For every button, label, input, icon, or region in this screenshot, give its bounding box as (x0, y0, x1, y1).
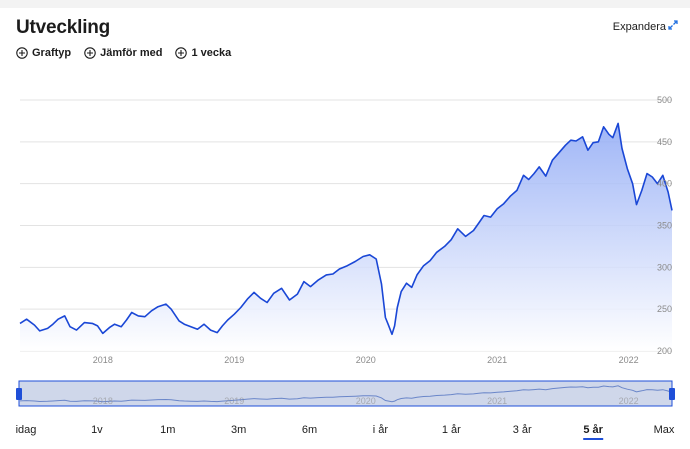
x-tick-label: 2020 (356, 355, 376, 365)
chart-type-button[interactable]: Graftyp (16, 47, 71, 59)
compare-label: Jämför med (100, 47, 163, 59)
period-option[interactable]: 5 år (583, 424, 603, 440)
expand-button[interactable]: Expandera (613, 20, 678, 33)
y-tick-label: 200 (657, 346, 672, 356)
period-option[interactable]: 3m (231, 424, 247, 436)
period-option[interactable]: 3 år (512, 424, 532, 436)
period-option[interactable]: Max (653, 424, 675, 436)
navigator-line (19, 385, 673, 403)
period-option[interactable]: 6m (301, 424, 318, 436)
period-selector: idag 1v 1m 3m 6m i år 1 år 3 år 5 år Max (0, 424, 690, 444)
interval-button[interactable]: 1 vecka (175, 47, 231, 59)
page-title: Utveckling (16, 17, 111, 38)
y-tick-label: 250 (657, 304, 672, 314)
area-fill (20, 123, 672, 352)
y-tick-label: 500 (657, 95, 672, 105)
period-option[interactable]: 1v (91, 424, 103, 436)
period-option[interactable]: i år (372, 424, 389, 436)
navigator-tick-label: 2021 (487, 396, 507, 406)
compare-button[interactable]: Jämför med (84, 47, 162, 59)
chart-type-label: Graftyp (32, 47, 72, 59)
plus-circle-icon (84, 47, 96, 59)
series-line (19, 122, 673, 336)
top-strip (0, 0, 690, 8)
period-option[interactable]: 1m (160, 424, 176, 436)
expand-label: Expandera (612, 20, 666, 33)
navigator-handle-left[interactable] (16, 388, 22, 400)
navigator-tick-label: 2022 (619, 396, 639, 406)
navigator-tick-label: 2020 (356, 396, 376, 406)
x-tick-label: 2021 (487, 355, 507, 365)
x-tick-label: 2022 (619, 355, 639, 365)
period-option[interactable]: idag (15, 424, 37, 436)
y-axis: 200 250 300 350 400 450 500 (657, 95, 672, 356)
x-tick-label: 2018 (93, 355, 113, 365)
navigator-tick-label: 2019 (224, 396, 244, 406)
range-navigator[interactable]: 2018 2019 2020 2021 2022 (16, 380, 675, 407)
diagonal-arrows-icon (668, 20, 678, 33)
interval-label: 1 vecka (191, 47, 232, 59)
chart-controls: Graftyp Jämför med 1 vecka (16, 47, 231, 59)
x-axis: 2018 2019 2020 2021 2022 (93, 355, 639, 365)
y-tick-label: 300 (657, 262, 672, 272)
navigator-window (18, 380, 673, 407)
line-path (19, 122, 673, 336)
y-tick-label: 400 (657, 179, 672, 189)
plus-circle-icon (16, 47, 28, 59)
y-tick-label: 350 (657, 221, 672, 231)
y-tick-label: 450 (657, 137, 672, 147)
navigator-tick-label: 2018 (93, 396, 113, 406)
x-tick-label: 2019 (224, 355, 244, 365)
plus-circle-icon (175, 47, 188, 59)
navigator-handle-right[interactable] (669, 388, 675, 400)
period-option[interactable]: 1 år (441, 424, 461, 436)
area-path (20, 123, 672, 352)
